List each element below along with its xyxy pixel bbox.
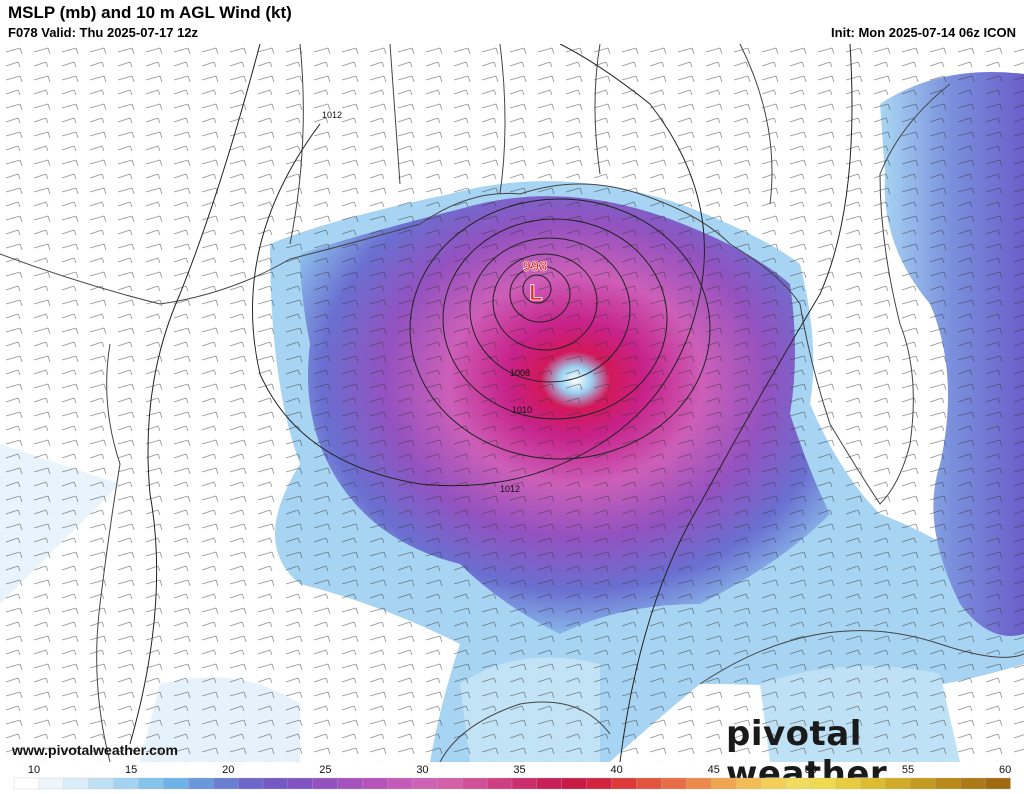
wind-speed-legend: 10 15 20 25 30 35 40 45 50 55 60 — [13, 764, 1011, 790]
isobar-label-1012-north: 1012 — [322, 110, 342, 120]
weather-map: 1012 1008 1010 1012 998 L — [0, 44, 1024, 762]
legend-label: 20 — [222, 764, 234, 776]
legend-swatch — [785, 777, 812, 790]
legend-swatch — [860, 777, 887, 790]
init-time: Init: Mon 2025-07-14 06z ICON — [831, 25, 1016, 40]
legend-label: 50 — [805, 764, 817, 776]
wind-barbs — [0, 44, 1024, 762]
legend-swatch — [611, 777, 638, 790]
header: MSLP (mb) and 10 m AGL Wind (kt) F078 Va… — [0, 0, 1024, 44]
legend-swatch — [984, 777, 1011, 790]
legend-swatch — [661, 777, 687, 790]
legend-swatches — [13, 777, 1011, 790]
legend-swatch — [38, 777, 65, 790]
isobar-label-1008: 1008 — [510, 368, 530, 378]
legend-swatch — [636, 777, 663, 790]
legend-label: 35 — [513, 764, 525, 776]
legend-swatch — [88, 777, 115, 790]
legend-swatch — [462, 777, 488, 790]
legend-swatch — [511, 777, 538, 790]
legend-label: 40 — [611, 764, 623, 776]
valid-time: F078 Valid: Thu 2025-07-17 12z — [8, 25, 199, 40]
legend-swatch — [960, 777, 986, 790]
legend-swatch — [138, 777, 165, 790]
legend-swatch — [835, 777, 862, 790]
legend-swatch — [387, 777, 414, 790]
legend-swatch — [486, 777, 513, 790]
legend-swatch — [760, 777, 787, 790]
legend-label: 60 — [999, 764, 1011, 776]
legend-swatch — [262, 777, 289, 790]
legend-swatch — [561, 777, 588, 790]
legend-swatch — [213, 777, 239, 790]
map-title: MSLP (mb) and 10 m AGL Wind (kt) — [8, 3, 292, 22]
legend-label: 30 — [416, 764, 428, 776]
legend-labels: 10 15 20 25 30 35 40 45 50 55 60 — [28, 764, 1011, 776]
legend-swatch — [735, 777, 762, 790]
legend-swatch — [13, 777, 40, 790]
legend-swatch — [910, 777, 936, 790]
legend-swatch — [237, 777, 264, 790]
legend-label: 55 — [902, 764, 914, 776]
legend-swatch — [810, 777, 837, 790]
isobar-labels: 1012 1008 1010 1012 — [322, 110, 532, 494]
low-pressure-value: 998 — [522, 258, 547, 275]
legend-swatch — [586, 777, 613, 790]
legend-swatch — [113, 777, 140, 790]
legend-swatch — [163, 777, 189, 790]
low-symbol: L — [529, 280, 542, 305]
legend-swatch — [935, 777, 961, 790]
legend-swatch — [536, 777, 563, 790]
low-pressure-marker: 998 L — [522, 258, 548, 306]
legend-swatch — [312, 777, 339, 790]
coastlines — [0, 44, 1024, 762]
legend-swatch — [188, 777, 214, 790]
legend-swatch — [362, 777, 389, 790]
legend-swatch — [437, 777, 463, 790]
legend-swatch — [686, 777, 712, 790]
isobars — [129, 44, 853, 762]
legend-label: 15 — [125, 764, 137, 776]
legend-label: 25 — [319, 764, 331, 776]
legend-label: 10 — [28, 764, 40, 776]
legend-swatch — [287, 777, 314, 790]
legend-swatch — [412, 777, 438, 790]
legend-swatch — [337, 777, 364, 790]
legend-swatch — [711, 777, 737, 790]
website-label: www.pivotalweather.com — [12, 742, 178, 758]
legend-swatch — [63, 777, 90, 790]
isobar-label-1010: 1010 — [512, 405, 532, 415]
legend-label: 45 — [708, 764, 720, 776]
legend-swatch — [885, 777, 912, 790]
isobar-label-1012-south: 1012 — [500, 484, 520, 494]
